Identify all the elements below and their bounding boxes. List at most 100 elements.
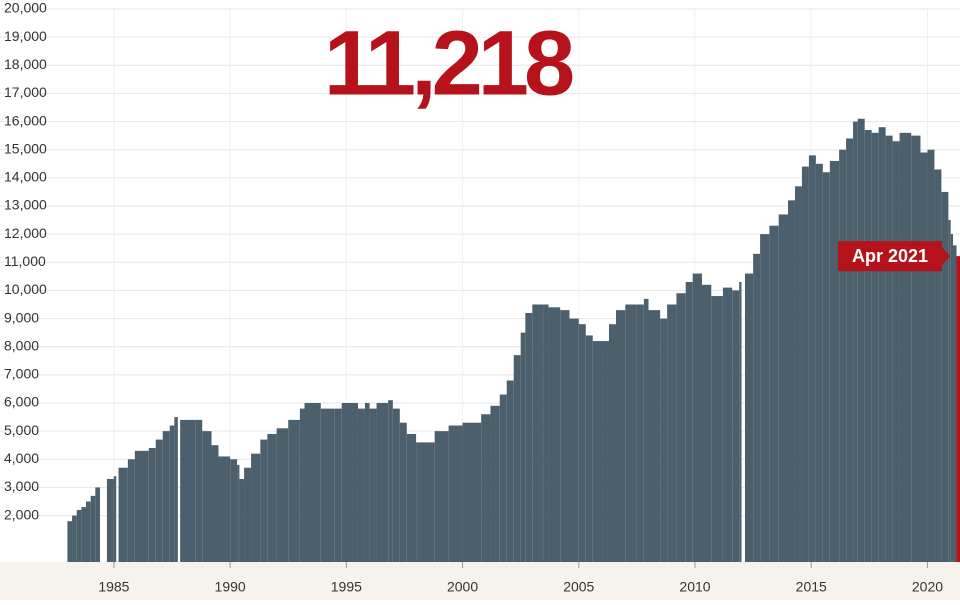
bar	[72, 515, 77, 562]
bar	[180, 419, 196, 562]
bar	[202, 431, 212, 562]
y-tick-label: 2,000	[4, 506, 39, 522]
bar	[769, 225, 779, 562]
bar	[911, 135, 921, 562]
bar	[481, 414, 491, 562]
bar	[676, 293, 686, 562]
x-tick-label: 2010	[679, 579, 710, 595]
y-tick-label: 11,000	[4, 253, 46, 269]
bar	[155, 439, 163, 562]
bar	[569, 318, 579, 562]
bar	[392, 408, 400, 562]
y-tick-label: 13,000	[4, 197, 47, 213]
bar	[892, 141, 900, 562]
bar	[513, 355, 521, 562]
bar	[548, 307, 561, 562]
bar	[490, 405, 500, 562]
annotation-box	[838, 241, 942, 272]
y-tick-label: 17,000	[4, 84, 47, 100]
bar	[276, 428, 289, 562]
bar	[106, 478, 114, 562]
bar	[520, 332, 526, 562]
bar	[260, 439, 268, 562]
bar	[609, 324, 616, 562]
bar	[732, 290, 740, 562]
x-tick-label: 2020	[912, 579, 943, 595]
bar	[462, 422, 477, 562]
bar	[625, 304, 637, 562]
bar	[560, 310, 570, 562]
bar	[251, 453, 261, 562]
x-tick-label: 1995	[331, 579, 362, 595]
bar	[636, 304, 644, 562]
bar	[934, 169, 942, 562]
headline: 11,218	[324, 12, 573, 114]
bar	[953, 245, 957, 562]
y-tick-label: 19,000	[4, 28, 47, 44]
bar	[871, 132, 879, 562]
bar	[434, 431, 449, 562]
x-tick-label: 1985	[98, 579, 129, 595]
bar	[162, 431, 170, 562]
y-tick-label: 15,000	[4, 140, 47, 156]
bar	[829, 160, 840, 562]
y-tick-label: 14,000	[4, 169, 47, 185]
bar	[127, 459, 135, 562]
bar	[822, 172, 830, 563]
bar	[643, 298, 649, 562]
bar	[90, 495, 96, 562]
bar	[218, 456, 231, 562]
bar	[711, 296, 723, 562]
annotation: Apr 2021	[852, 246, 928, 266]
bar	[288, 419, 300, 562]
bar	[134, 450, 149, 562]
bar	[744, 273, 754, 562]
bar	[476, 422, 482, 562]
bar	[950, 234, 954, 562]
bar	[878, 127, 886, 562]
y-tick-label: 12,000	[4, 225, 47, 241]
bar	[578, 324, 586, 562]
bar	[67, 521, 73, 562]
bar	[846, 138, 854, 562]
bar	[304, 402, 321, 562]
y-tick-label: 16,000	[4, 112, 47, 128]
bar	[615, 310, 626, 562]
x-tick-label: 1990	[215, 579, 246, 595]
bar	[174, 417, 178, 562]
bar	[388, 400, 393, 562]
y-tick-label: 20,000	[4, 0, 47, 16]
y-tick-label: 9,000	[4, 309, 39, 325]
bar	[369, 408, 377, 562]
bar	[839, 149, 847, 562]
bar	[857, 118, 865, 562]
y-tick-label: 10,000	[4, 281, 47, 297]
bar	[364, 402, 370, 562]
bar	[320, 408, 335, 562]
bar	[81, 507, 87, 562]
bar	[169, 425, 175, 562]
bar	[239, 478, 245, 562]
y-tick-label: 8,000	[4, 337, 39, 353]
y-tick-label: 4,000	[4, 450, 39, 466]
current-bar	[956, 256, 960, 562]
x-tick-label: 2005	[563, 579, 594, 595]
bar	[506, 380, 514, 562]
y-tick-label: 18,000	[4, 56, 47, 72]
bar	[211, 445, 219, 562]
bar	[430, 442, 435, 562]
annotation-arrow	[942, 247, 950, 266]
bar	[794, 186, 802, 562]
y-tick-label: 7,000	[4, 366, 39, 382]
bar	[815, 163, 823, 562]
bar	[376, 402, 389, 562]
bar	[195, 419, 203, 562]
bar	[701, 284, 712, 562]
bar	[899, 132, 912, 562]
bar	[660, 318, 668, 562]
bar	[722, 287, 733, 562]
bar	[525, 312, 533, 562]
bar	[244, 467, 252, 562]
bar	[885, 135, 893, 562]
